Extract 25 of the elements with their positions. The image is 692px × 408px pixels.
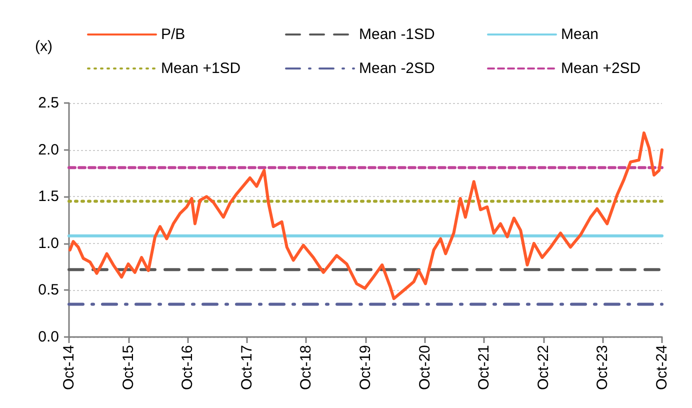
line-series bbox=[68, 131, 664, 300]
legend-label: Mean -1SD bbox=[359, 26, 436, 43]
x-tick-label: Oct-14 bbox=[60, 345, 78, 390]
x-tick-label: Oct-15 bbox=[120, 345, 137, 390]
y-axis-title: (x) bbox=[35, 38, 52, 55]
legend-label: Mean -2SD bbox=[359, 60, 436, 77]
x-tick-label: Oct-22 bbox=[534, 345, 552, 390]
x-tick-label: Oct-24 bbox=[654, 345, 670, 390]
y-tick-label: 1.0 bbox=[38, 234, 59, 252]
legend-label: P/B bbox=[161, 26, 186, 43]
x-tick-label: Oct-16 bbox=[179, 345, 196, 390]
legend-label: Mean +2SD bbox=[561, 60, 641, 77]
x-tick-label: Oct-17 bbox=[238, 345, 256, 390]
x-tick-label: Oct-18 bbox=[298, 345, 315, 390]
y-tick-label: 2.5 bbox=[38, 94, 59, 112]
legend-label: Mean bbox=[561, 26, 599, 43]
x-tick-label: Oct-23 bbox=[594, 345, 612, 390]
y-tick-label: 1.5 bbox=[38, 188, 59, 206]
y-tick-label: 0.5 bbox=[38, 282, 59, 299]
y-tick-label: 0.0 bbox=[38, 328, 59, 346]
x-tick-label: Oct-20 bbox=[416, 345, 434, 390]
x-tick-label: Oct-19 bbox=[356, 345, 374, 390]
y-tick-label: 2.0 bbox=[38, 141, 59, 158]
x-tick-label: Oct-21 bbox=[476, 345, 493, 390]
legend-label: Mean +1SD bbox=[161, 60, 241, 77]
